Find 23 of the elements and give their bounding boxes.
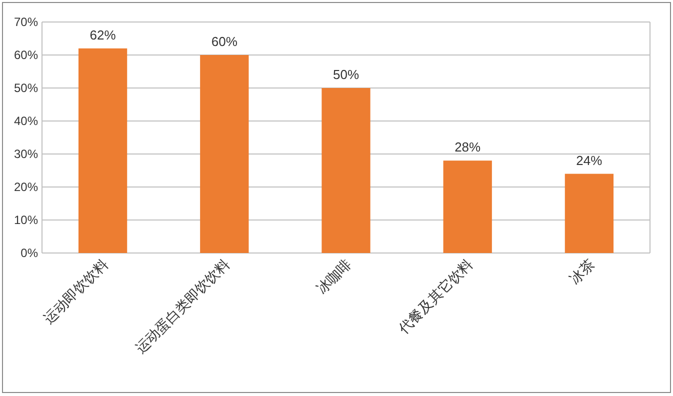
- y-tick-label: 20%: [14, 180, 38, 194]
- data-label: 62%: [90, 27, 116, 42]
- data-label: 50%: [332, 67, 360, 82]
- x-tick-label: 冰茶: [566, 256, 598, 287]
- data-label: 60%: [211, 34, 238, 49]
- bar: [78, 48, 128, 253]
- y-tick-label: 70%: [14, 15, 38, 29]
- x-tick-label: 代餐及其它饮料: [394, 256, 476, 338]
- y-tick-label: 10%: [14, 213, 38, 227]
- y-tick-label: 60%: [14, 48, 38, 62]
- bar: [564, 174, 614, 253]
- x-tick-label: 运动即饮饮料: [40, 256, 111, 327]
- x-tick-label: 冰咖啡: [313, 256, 354, 297]
- bar: [443, 160, 492, 253]
- y-tick-label: 40%: [14, 114, 38, 128]
- data-label: 28%: [454, 140, 482, 155]
- x-tick-label: 运动蛋白类即饮饮料: [132, 256, 233, 356]
- data-label: 24%: [576, 152, 603, 168]
- y-tick-label: 30%: [14, 147, 38, 161]
- y-tick-label: 50%: [14, 81, 38, 95]
- y-tick-label: 0%: [20, 246, 38, 260]
- bar: [200, 55, 249, 253]
- bar: [322, 88, 370, 253]
